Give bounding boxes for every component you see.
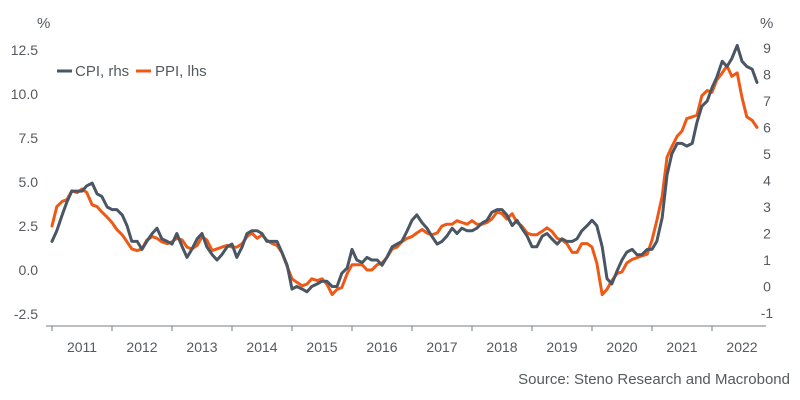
right-tick-label: 9	[763, 40, 771, 56]
x-tick-label: 2015	[306, 339, 337, 355]
x-tick-label: 2017	[426, 339, 457, 355]
right-tick-label: -1	[761, 305, 774, 321]
left-tick-label: 7.5	[19, 130, 39, 146]
legend: CPI, rhs PPI, lhs	[57, 63, 207, 80]
right-tick-label: 4	[763, 173, 771, 189]
right-tick-label: 3	[763, 199, 771, 215]
right-tick-label: 1	[763, 252, 771, 268]
right-tick-label: 6	[763, 120, 771, 136]
left-tick-label: 5.0	[19, 174, 39, 190]
x-tick-label: 2021	[666, 339, 697, 355]
right-axis: 9 8 7 6 5 4 3 2 1 0 -1	[761, 40, 774, 321]
x-tick-label: 2016	[366, 339, 397, 355]
x-tick-label: 2011	[67, 339, 97, 355]
right-axis-unit: %	[760, 15, 773, 32]
legend-label-cpi: CPI, rhs	[75, 63, 129, 80]
x-tick-label: 2018	[486, 339, 517, 355]
right-tick-label: 2	[763, 226, 771, 242]
left-tick-label: 10.0	[11, 86, 38, 102]
x-axis: 2011 2012 2013 2014 2015 2016 2017 2018 2019 2020…	[46, 325, 766, 355]
x-tick-label: 2012	[126, 339, 157, 355]
ppi-series-line	[50, 64, 759, 297]
x-tick-label: 2019	[546, 339, 577, 355]
right-tick-label: 8	[763, 67, 771, 83]
x-tick-label: 2013	[186, 339, 217, 355]
right-tick-label: 0	[763, 279, 771, 295]
right-tick-label: 7	[763, 93, 771, 109]
cpi-series-line	[50, 43, 759, 294]
left-axis: 12.5 10.0 7.5 5.0 2.5 0.0 -2.5	[11, 42, 38, 322]
x-tick-label: 2020	[606, 339, 637, 355]
left-tick-label: 0.0	[19, 262, 39, 278]
left-tick-label: 2.5	[19, 218, 39, 234]
x-tick-label: 2022	[726, 339, 757, 355]
left-tick-label: -2.5	[14, 306, 38, 322]
left-tick-label: 12.5	[11, 42, 38, 58]
x-tick-label: 2014	[246, 339, 277, 355]
left-axis-unit: %	[37, 15, 50, 32]
series-lines	[50, 43, 759, 297]
source-note: Source: Steno Research and Macrobond	[518, 371, 790, 388]
legend-label-ppi: PPI, lhs	[155, 63, 207, 80]
right-tick-label: 5	[763, 146, 771, 162]
